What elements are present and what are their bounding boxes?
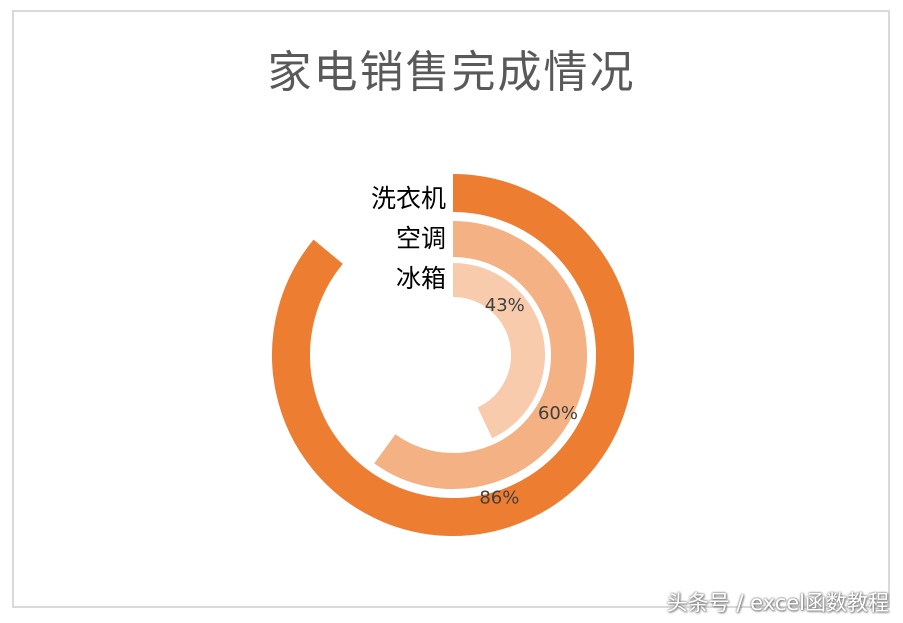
data-label-1: 86% bbox=[479, 488, 519, 509]
data-label-2: 60% bbox=[538, 403, 578, 424]
chart-title: 家电销售完成情况 bbox=[267, 47, 636, 98]
bar-2 bbox=[374, 221, 587, 489]
bar-3 bbox=[452, 263, 545, 439]
data-label-3: 43% bbox=[485, 295, 525, 316]
category-label-1: 洗衣机 bbox=[371, 184, 446, 213]
watermark: 头条号 / excel函数教程 bbox=[666, 591, 889, 615]
bar-1 bbox=[272, 174, 634, 536]
category-label-3: 冰箱 bbox=[396, 264, 446, 293]
category-label-2: 空调 bbox=[396, 224, 446, 253]
